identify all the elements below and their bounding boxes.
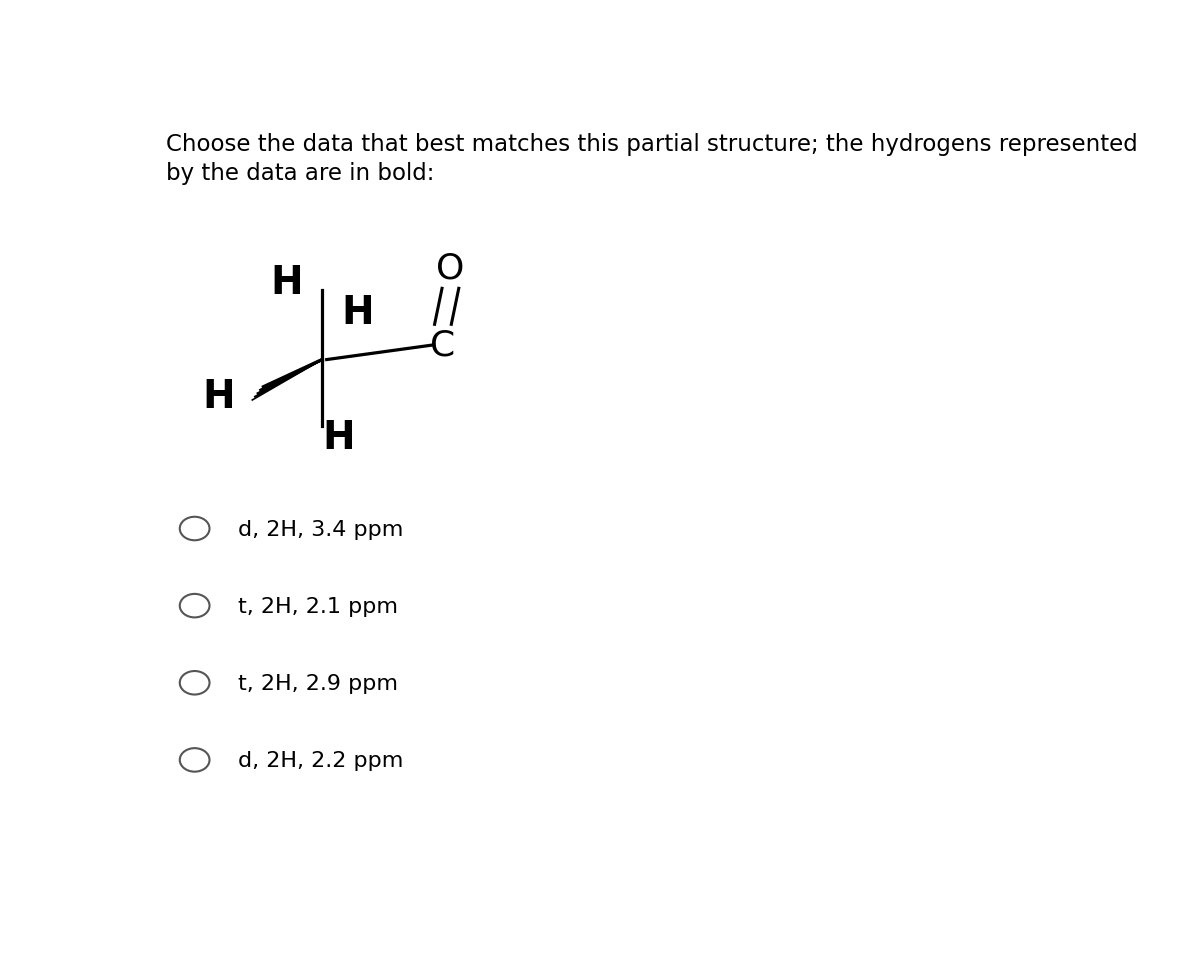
Text: C: C <box>431 329 456 362</box>
Text: t, 2H, 2.9 ppm: t, 2H, 2.9 ppm <box>239 673 398 693</box>
Text: by the data are in bold:: by the data are in bold: <box>166 162 434 185</box>
Text: Choose the data that best matches this partial structure; the hydrogens represen: Choose the data that best matches this p… <box>166 132 1138 155</box>
Text: H: H <box>270 264 304 302</box>
Text: d, 2H, 2.2 ppm: d, 2H, 2.2 ppm <box>239 750 403 770</box>
Text: H: H <box>323 418 355 456</box>
Text: d, 2H, 3.4 ppm: d, 2H, 3.4 ppm <box>239 519 403 539</box>
Text: O: O <box>437 252 464 286</box>
Text: H: H <box>341 294 373 332</box>
Text: H: H <box>203 378 235 416</box>
Text: t, 2H, 2.1 ppm: t, 2H, 2.1 ppm <box>239 596 398 616</box>
